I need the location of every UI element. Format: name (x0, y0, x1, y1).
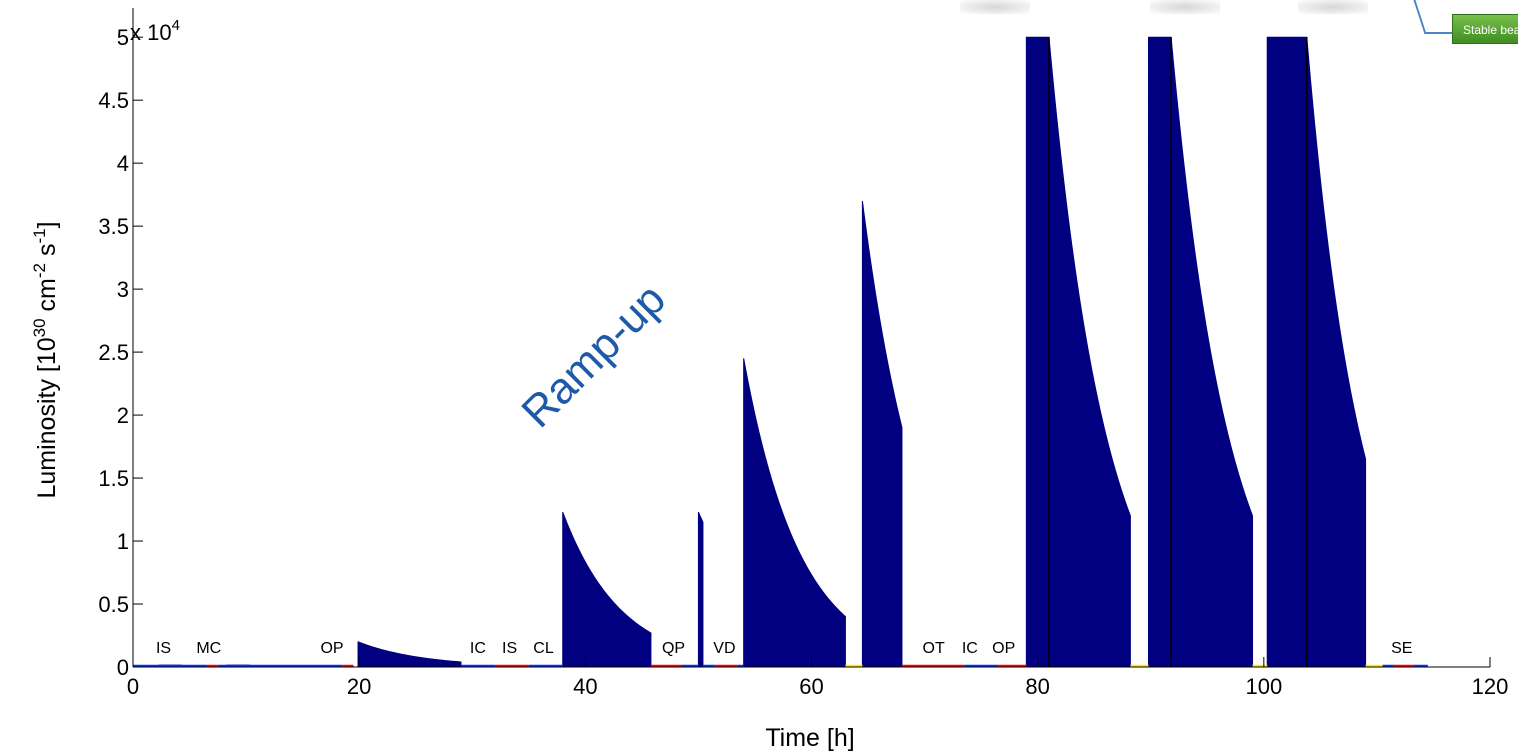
y-axis-title-mid1: cm (33, 278, 61, 318)
axes-layer: 0 0.5 1 1.5 2 2.5 3 3.5 4 4.5 5 0 20 40 60 80 100 120 (98, 8, 1508, 699)
y-axis-title-mid2: s (33, 244, 61, 263)
ramp-up-annotation: Ramp-up (512, 274, 675, 437)
event-label-is-0: IS (156, 640, 171, 657)
fill-6 (743, 358, 846, 668)
y-tick-label-10: 5 (117, 25, 129, 50)
y-tick-label-1: 0.5 (98, 592, 129, 617)
event-label-op-2: OP (320, 640, 343, 657)
x-tick-label-2: 40 (573, 674, 597, 699)
stable-beams-callout: Stable beams (1452, 14, 1518, 44)
y-tick-label-7: 3.5 (98, 214, 129, 239)
y-axis-title-sup3: -1 (30, 228, 49, 243)
fill-7 (861, 200, 903, 668)
y-multiplier-exp: 4 (172, 17, 180, 34)
x-tick-label-0: 0 (127, 674, 139, 699)
fill-8 (1025, 36, 1131, 668)
y-tick-label-2: 1 (117, 529, 129, 554)
x-tick-label-6: 120 (1472, 674, 1509, 699)
y-axis-title: Luminosity [1030 cm-2 s-1] (30, 221, 61, 498)
stable-beams-label: Stable beams (1463, 23, 1518, 37)
event-label-op-10: OP (992, 640, 1015, 657)
event-label-qp-6: QP (662, 640, 685, 657)
event-label-cl-5: CL (533, 640, 554, 657)
y-multiplier-base: x 10 (130, 20, 172, 45)
x-tick-label-4: 80 (1025, 674, 1049, 699)
fill-5 (697, 511, 704, 668)
fill-4 (562, 511, 652, 668)
y-axis-title-sup2: -2 (30, 263, 49, 278)
event-label-is-4: IS (502, 640, 517, 657)
event-label-se-11: SE (1391, 640, 1412, 657)
x-axis-title: Time [h] (765, 724, 854, 752)
y-tick-label-8: 4 (117, 151, 129, 176)
fill-10 (1266, 36, 1367, 668)
y-tick-label-5: 2.5 (98, 340, 129, 365)
y-tick-label-3: 1.5 (98, 466, 129, 491)
y-tick-label-0: 0 (117, 655, 129, 680)
event-label-mc-1: MC (196, 640, 221, 657)
x-tick-label-3: 60 (799, 674, 823, 699)
x-tick-label-5: 100 (1245, 674, 1282, 699)
decorative-image-2 (1150, 0, 1220, 14)
y-tick-label-9: 4.5 (98, 88, 129, 113)
decorative-image-1 (960, 0, 1030, 14)
y-axis-title-main: Luminosity [10 (33, 337, 61, 498)
decorative-image-3 (1298, 0, 1368, 14)
event-label-ic-9: IC (962, 640, 978, 657)
y-axis-title-end: ] (33, 221, 61, 228)
fill-3 (357, 641, 462, 668)
event-label-ic-3: IC (470, 640, 486, 657)
y-tick-label-4: 2 (117, 403, 129, 428)
event-label-ot-8: OT (923, 640, 945, 657)
fill-9 (1147, 36, 1254, 668)
y-tick-label-6: 3 (117, 277, 129, 302)
y-axis-title-sup1: 30 (30, 318, 49, 337)
fill-layer (158, 36, 1367, 668)
y-multiplier: x 104 (130, 17, 180, 45)
event-label-vd-7: VD (713, 640, 735, 657)
event-labels-layer: IS MC OP IC IS CL QP VD OT IC OP SE (156, 640, 1412, 657)
x-tick-label-1: 20 (347, 674, 371, 699)
